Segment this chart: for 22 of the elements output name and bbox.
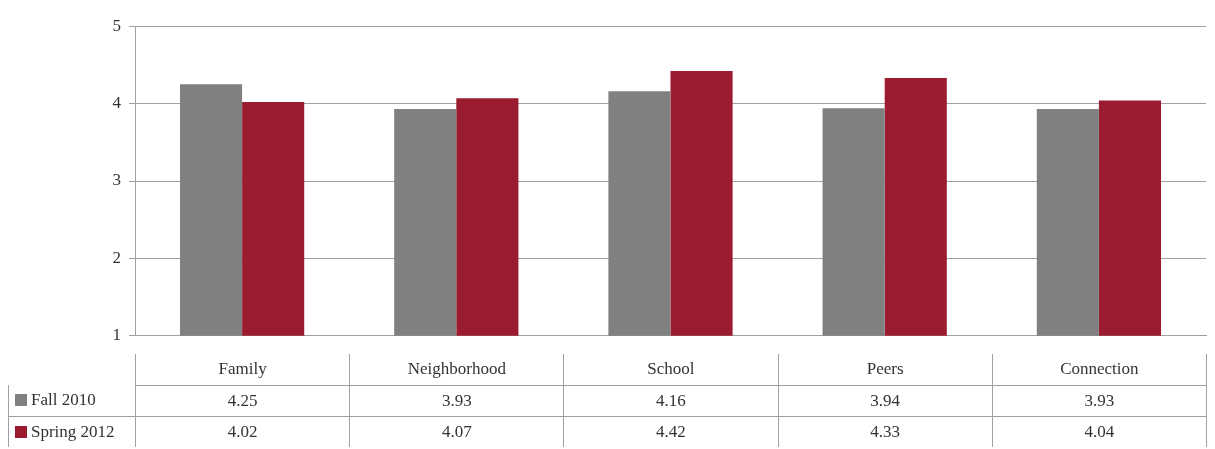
- legend-label: Spring 2012: [31, 421, 115, 441]
- y-tick-label: 1: [112, 325, 121, 345]
- y-tick-label: 2: [112, 247, 121, 267]
- data-label: 4.42: [563, 416, 779, 447]
- data-label: 4.07: [349, 416, 564, 447]
- x-tick-label: Connection: [992, 354, 1207, 385]
- x-tick-label: School: [563, 354, 779, 385]
- x-tick-label: Neighborhood: [349, 354, 564, 385]
- data-label: 3.93: [349, 385, 564, 416]
- y-tick-label: 5: [112, 15, 121, 35]
- data-label: 4.33: [778, 416, 993, 447]
- data-label: 4.25: [135, 385, 350, 416]
- data-label: 3.93: [992, 385, 1207, 416]
- x-tick-label: Family: [135, 354, 350, 385]
- data-label: 4.02: [135, 416, 350, 447]
- y-tick-label: 4: [112, 93, 122, 113]
- x-tick-label: Peers: [778, 354, 993, 385]
- data-label: 4.04: [992, 416, 1207, 447]
- data-label: 4.16: [563, 385, 779, 416]
- y-tick-label: 3: [112, 170, 121, 190]
- legend-label: Fall 2010: [31, 390, 96, 410]
- data-label: 3.94: [778, 385, 993, 416]
